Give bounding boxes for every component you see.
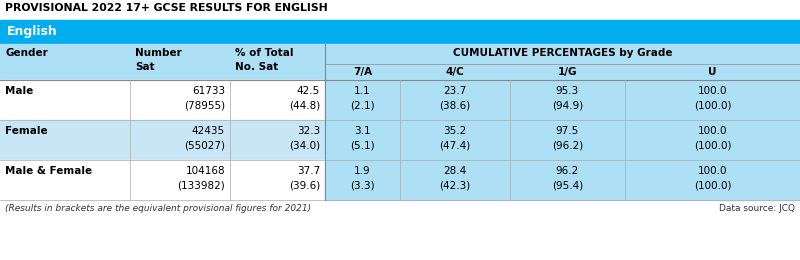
Text: (Results in brackets are the equivalent provisional figures for 2021): (Results in brackets are the equivalent … bbox=[5, 204, 311, 213]
Text: (96.2): (96.2) bbox=[552, 140, 583, 150]
Text: Male: Male bbox=[5, 86, 34, 96]
Text: Female: Female bbox=[5, 126, 48, 136]
Text: U: U bbox=[708, 67, 717, 77]
Text: (78955): (78955) bbox=[184, 100, 225, 110]
Text: (100.0): (100.0) bbox=[694, 180, 731, 190]
Text: 32.3: 32.3 bbox=[297, 126, 320, 136]
Text: (55027): (55027) bbox=[184, 140, 225, 150]
Text: (47.4): (47.4) bbox=[439, 140, 470, 150]
Text: (42.3): (42.3) bbox=[439, 180, 470, 190]
Text: (38.6): (38.6) bbox=[439, 100, 470, 110]
Text: (5.1): (5.1) bbox=[350, 140, 375, 150]
Text: CUMULATIVE PERCENTAGES by Grade: CUMULATIVE PERCENTAGES by Grade bbox=[453, 48, 672, 58]
Text: 23.7: 23.7 bbox=[443, 86, 466, 96]
Text: PROVISIONAL 2022 17+ GCSE RESULTS FOR ENGLISH: PROVISIONAL 2022 17+ GCSE RESULTS FOR EN… bbox=[5, 3, 328, 13]
Text: 1.9: 1.9 bbox=[354, 166, 371, 176]
Text: Sat: Sat bbox=[135, 62, 154, 72]
Text: (95.4): (95.4) bbox=[552, 180, 583, 190]
Bar bbox=[0, 160, 325, 200]
Text: (100.0): (100.0) bbox=[694, 140, 731, 150]
Text: 100.0: 100.0 bbox=[698, 126, 727, 136]
Text: 100.0: 100.0 bbox=[698, 166, 727, 176]
Text: (44.8): (44.8) bbox=[289, 100, 320, 110]
Text: % of Total: % of Total bbox=[235, 48, 294, 58]
Text: Number: Number bbox=[135, 48, 182, 58]
Text: English: English bbox=[7, 25, 58, 38]
Text: 1/G: 1/G bbox=[558, 67, 578, 77]
Text: (100.0): (100.0) bbox=[694, 100, 731, 110]
Bar bbox=[325, 80, 800, 120]
Bar bbox=[0, 44, 800, 80]
Text: 42435: 42435 bbox=[192, 126, 225, 136]
Text: (34.0): (34.0) bbox=[289, 140, 320, 150]
Text: 100.0: 100.0 bbox=[698, 86, 727, 96]
Text: 95.3: 95.3 bbox=[556, 86, 579, 96]
Text: (3.3): (3.3) bbox=[350, 180, 375, 190]
Text: 42.5: 42.5 bbox=[297, 86, 320, 96]
Bar bbox=[0, 20, 800, 44]
Text: (133982): (133982) bbox=[178, 180, 225, 190]
Text: (39.6): (39.6) bbox=[289, 180, 320, 190]
Text: 4/C: 4/C bbox=[446, 67, 464, 77]
Text: 37.7: 37.7 bbox=[297, 166, 320, 176]
Text: Gender: Gender bbox=[5, 48, 48, 58]
Text: 7/A: 7/A bbox=[353, 67, 372, 77]
Text: 96.2: 96.2 bbox=[556, 166, 579, 176]
Text: (2.1): (2.1) bbox=[350, 100, 375, 110]
Text: 35.2: 35.2 bbox=[443, 126, 466, 136]
Bar bbox=[325, 120, 800, 160]
Text: 61733: 61733 bbox=[192, 86, 225, 96]
Bar bbox=[0, 120, 325, 160]
Text: No. Sat: No. Sat bbox=[235, 62, 278, 72]
Text: 3.1: 3.1 bbox=[354, 126, 371, 136]
Text: Data source: JCQ: Data source: JCQ bbox=[719, 204, 795, 213]
Text: 1.1: 1.1 bbox=[354, 86, 371, 96]
Text: (94.9): (94.9) bbox=[552, 100, 583, 110]
Bar bbox=[0, 80, 325, 120]
Text: Male & Female: Male & Female bbox=[5, 166, 92, 176]
Bar bbox=[325, 160, 800, 200]
Text: 28.4: 28.4 bbox=[443, 166, 466, 176]
Text: 104168: 104168 bbox=[186, 166, 225, 176]
Text: 97.5: 97.5 bbox=[556, 126, 579, 136]
